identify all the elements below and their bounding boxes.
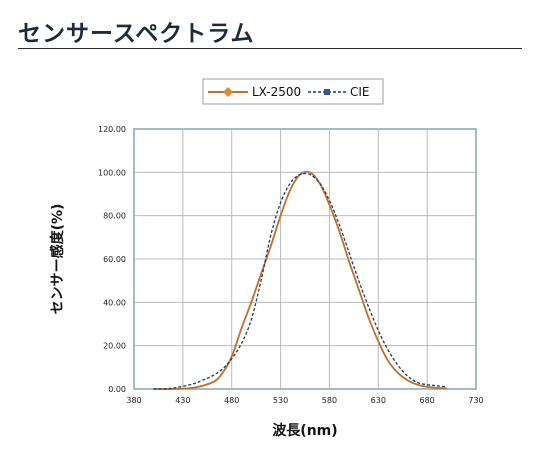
legend-marker-square-icon	[324, 89, 330, 95]
legend-label-lx2500: LX-2500	[252, 85, 301, 99]
x-axis-title: 波長(nm)	[272, 422, 337, 439]
legend-marker-diamond-icon	[223, 87, 233, 97]
y-tick-label: 60.00	[103, 255, 126, 264]
series-line-lx2500	[153, 170, 447, 390]
page-title: センサースペクトラム	[18, 21, 255, 47]
title-divider	[18, 48, 522, 49]
tick-labels: 380 430 480 530 580 630 680 730 0.00 20.00 40.00 60…	[98, 125, 484, 405]
x-tick-label: 680	[420, 396, 435, 405]
legend-label-cie: CIE	[350, 85, 370, 99]
y-tick-label: 80.00	[103, 212, 126, 221]
x-tick-label: 580	[322, 396, 337, 405]
legend: LX-2500 CIE	[202, 78, 384, 105]
x-tick-label: 480	[224, 396, 239, 405]
y-tick-label: 20.00	[103, 342, 126, 351]
y-tick-label: 120.00	[98, 125, 126, 134]
y-axis-title: センサー感度(%)	[49, 204, 66, 315]
y-tick-label: 0.00	[108, 385, 126, 394]
legend-item-lx2500: LX-2500	[208, 85, 301, 99]
series-line-cie	[153, 172, 447, 390]
x-tick-label: 730	[468, 396, 483, 405]
x-tick-label: 630	[371, 396, 386, 405]
x-tick-label: 430	[175, 396, 190, 405]
y-tick-label: 40.00	[103, 298, 126, 307]
x-tick-label: 380	[126, 396, 141, 405]
y-tick-label: 100.00	[98, 168, 126, 177]
series	[153, 170, 447, 390]
legend-item-cie: CIE	[308, 85, 370, 99]
x-tick-label: 530	[273, 396, 288, 405]
